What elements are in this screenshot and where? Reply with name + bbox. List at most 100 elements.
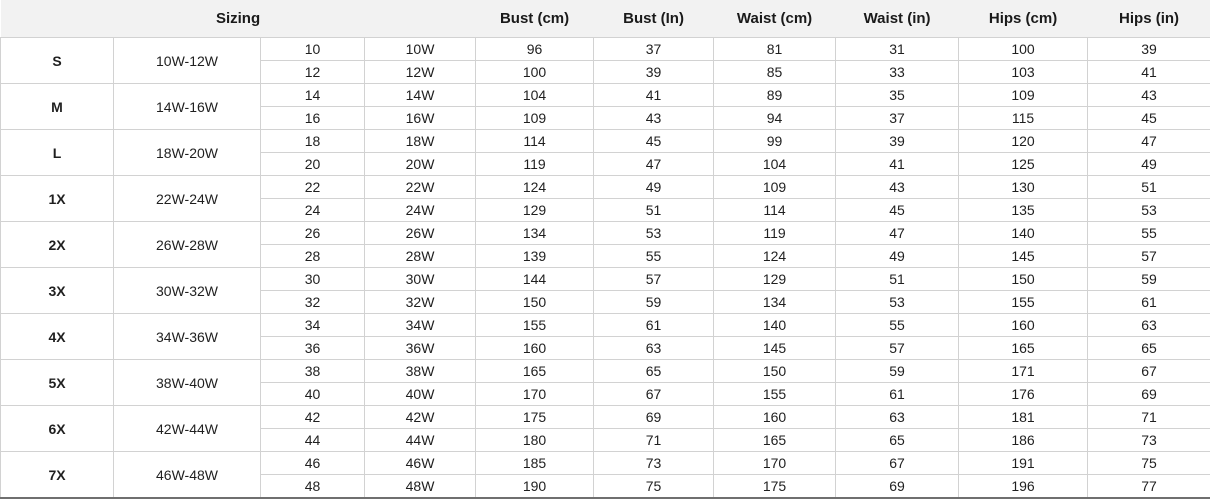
w-size-cell: 16W xyxy=(363,106,477,130)
hips-in-cell: 71 xyxy=(1087,405,1210,429)
waist-cm-cell: 81 xyxy=(713,37,837,61)
w-size-cell: 46W xyxy=(363,451,477,475)
bust-in-cell: 37 xyxy=(593,37,715,61)
table-row: 12 12W 100 39 85 33 103 41 xyxy=(1,60,1210,84)
waist-cm-cell: 150 xyxy=(713,359,837,383)
hips-in-cell: 69 xyxy=(1087,382,1210,406)
waist-cm-cell: 140 xyxy=(713,313,837,337)
waist-in-cell: 53 xyxy=(835,290,960,314)
waist-in-cell: 35 xyxy=(835,83,960,107)
waist-cm-cell: 145 xyxy=(713,336,837,360)
waist-in-cell: 55 xyxy=(835,313,960,337)
table-row: 20 20W 119 47 104 41 125 49 xyxy=(1,152,1210,176)
w-size-cell: 40W xyxy=(363,382,477,406)
size-letter-cell: L xyxy=(0,129,114,176)
us-size-cell: 42 xyxy=(260,405,365,429)
hips-cm-cell: 181 xyxy=(958,405,1089,429)
size-range-cell: 42W-44W xyxy=(113,405,261,452)
hips-in-cell: 43 xyxy=(1087,83,1210,107)
hips-in-cell: 67 xyxy=(1087,359,1210,383)
bust-cm-cell: 144 xyxy=(475,267,595,291)
hips-in-cell: 61 xyxy=(1087,290,1210,314)
table-row: 48 48W 190 75 175 69 196 77 xyxy=(1,474,1210,499)
waist-cm-cell: 89 xyxy=(713,83,837,107)
bust-cm-cell: 129 xyxy=(475,198,595,222)
hips-cm-cell: 191 xyxy=(958,451,1089,475)
w-size-cell: 36W xyxy=(363,336,477,360)
hips-cm-cell: 115 xyxy=(958,106,1089,130)
bust-in-cell: 63 xyxy=(593,336,715,360)
hips-cm-cell: 125 xyxy=(958,152,1089,176)
waist-cm-cell: 175 xyxy=(713,474,837,499)
w-size-cell: 24W xyxy=(363,198,477,222)
size-letter-cell: 5X xyxy=(0,359,114,406)
us-size-cell: 44 xyxy=(260,428,365,452)
bust-cm-cell: 165 xyxy=(475,359,595,383)
header-row: Sizing Bust (cm) Bust (In) Waist (cm) Wa… xyxy=(0,0,1210,38)
waist-in-cell: 31 xyxy=(835,37,960,61)
bust-in-cell: 53 xyxy=(593,221,715,245)
hips-cm-cell: 165 xyxy=(958,336,1089,360)
us-size-cell: 18 xyxy=(260,129,365,153)
hips-in-column-header: Hips (in) xyxy=(1087,0,1210,38)
bust-in-cell: 59 xyxy=(593,290,715,314)
bust-cm-cell: 185 xyxy=(475,451,595,475)
bust-in-cell: 65 xyxy=(593,359,715,383)
hips-cm-cell: 145 xyxy=(958,244,1089,268)
waist-in-cell: 47 xyxy=(835,221,960,245)
us-size-cell: 16 xyxy=(260,106,365,130)
waist-in-cell: 61 xyxy=(835,382,960,406)
bust-cm-cell: 114 xyxy=(475,129,595,153)
hips-in-cell: 59 xyxy=(1087,267,1210,291)
waist-in-cell: 49 xyxy=(835,244,960,268)
bust-cm-cell: 96 xyxy=(475,37,595,61)
size-range-cell: 22W-24W xyxy=(113,175,261,222)
hips-cm-cell: 120 xyxy=(958,129,1089,153)
waist-in-cell: 69 xyxy=(835,474,960,499)
table-row: 2X 26W-28W 26 26W 134 53 119 47 140 55 xyxy=(0,221,1210,268)
hips-in-cell: 55 xyxy=(1087,221,1210,245)
table-row: 5X 38W-40W 38 38W 165 65 150 59 171 67 xyxy=(0,359,1210,406)
bust-in-cell: 69 xyxy=(593,405,715,429)
waist-cm-cell: 160 xyxy=(713,405,837,429)
w-size-cell: 26W xyxy=(363,221,477,245)
us-size-cell: 14 xyxy=(260,83,365,107)
hips-cm-cell: 103 xyxy=(958,60,1089,84)
hips-cm-cell: 150 xyxy=(958,267,1089,291)
hips-in-cell: 41 xyxy=(1087,60,1210,84)
table-row: 36 36W 160 63 145 57 165 65 xyxy=(1,336,1210,360)
bust-cm-cell: 100 xyxy=(475,60,595,84)
bust-in-cell: 45 xyxy=(593,129,715,153)
waist-cm-column-header: Waist (cm) xyxy=(713,0,836,38)
waist-in-cell: 33 xyxy=(835,60,960,84)
bust-in-column-header: Bust (In) xyxy=(593,0,714,38)
table-row: L 18W-20W 18 18W 114 45 99 39 120 47 xyxy=(0,129,1210,176)
bust-cm-cell: 180 xyxy=(475,428,595,452)
size-range-cell: 46W-48W xyxy=(113,451,261,499)
w-size-cell: 14W xyxy=(363,83,477,107)
bust-cm-cell: 150 xyxy=(475,290,595,314)
us-size-cell: 32 xyxy=(260,290,365,314)
w-size-cell: 44W xyxy=(363,428,477,452)
waist-cm-cell: 124 xyxy=(713,244,837,268)
bust-in-cell: 73 xyxy=(593,451,715,475)
hips-cm-column-header: Hips (cm) xyxy=(958,0,1088,38)
us-size-cell: 46 xyxy=(260,451,365,475)
us-size-cell: 10 xyxy=(260,37,365,61)
bust-cm-cell: 104 xyxy=(475,83,595,107)
bust-cm-cell: 134 xyxy=(475,221,595,245)
hips-in-cell: 39 xyxy=(1087,37,1210,61)
waist-cm-cell: 109 xyxy=(713,175,837,199)
w-size-cell: 32W xyxy=(363,290,477,314)
waist-in-cell: 63 xyxy=(835,405,960,429)
table-row: 3X 30W-32W 30 30W 144 57 129 51 150 59 xyxy=(0,267,1210,314)
bust-cm-cell: 175 xyxy=(475,405,595,429)
size-letter-cell: 6X xyxy=(0,405,114,452)
bust-in-cell: 71 xyxy=(593,428,715,452)
table-row: M 14W-16W 14 14W 104 41 89 35 109 43 xyxy=(0,83,1210,130)
w-size-cell: 34W xyxy=(363,313,477,337)
w-size-cell: 20W xyxy=(363,152,477,176)
hips-in-cell: 57 xyxy=(1087,244,1210,268)
size-letter-cell: 4X xyxy=(0,313,114,360)
